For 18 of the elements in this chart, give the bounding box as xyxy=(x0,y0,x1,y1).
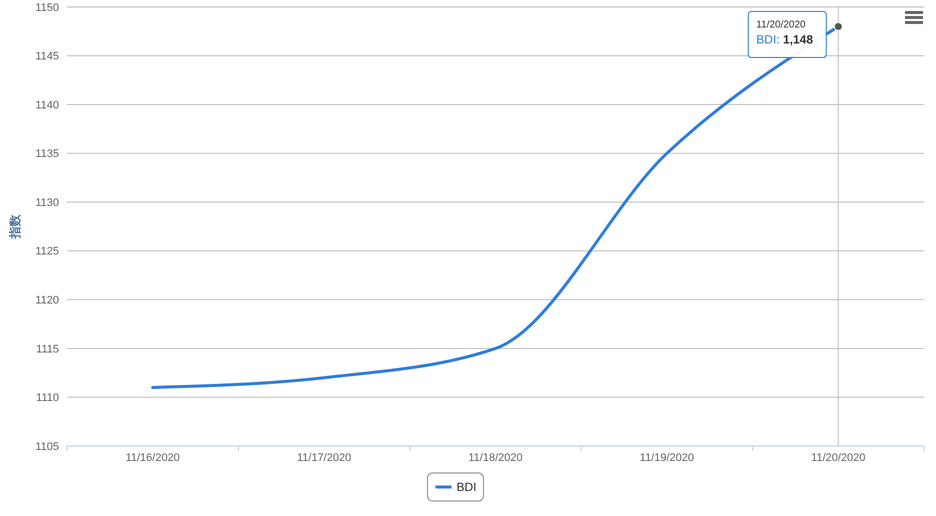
x-tick-label: 11/20/2020 xyxy=(811,452,866,464)
y-tick-label: 1130 xyxy=(35,196,59,209)
legend-label: BDI xyxy=(456,480,477,494)
y-tick-label: 1105 xyxy=(35,440,59,453)
y-tick-label: 1125 xyxy=(35,246,59,258)
y-tick-label: 1135 xyxy=(35,148,59,160)
annotation: 11/20/2020 BDI: 1,148 xyxy=(756,20,814,47)
y-tick-label: 1140 xyxy=(35,99,59,112)
y-tick-label: 1110 xyxy=(36,392,59,404)
x-tick-label: 11/16/2020 xyxy=(126,452,180,464)
x-tick-label: 11/19/2020 xyxy=(640,452,694,464)
x-tick-label: 11/18/2020 xyxy=(468,452,523,464)
y-tick-label: 1120 xyxy=(35,294,59,307)
y-axis-title: 指数 xyxy=(8,214,22,240)
y-tick-label: 1145 xyxy=(35,50,59,63)
x-tick-label: 11/17/2020 xyxy=(296,452,352,464)
y-tick-label: 1115 xyxy=(36,343,59,356)
y-tick-label: 1150 xyxy=(35,2,59,14)
